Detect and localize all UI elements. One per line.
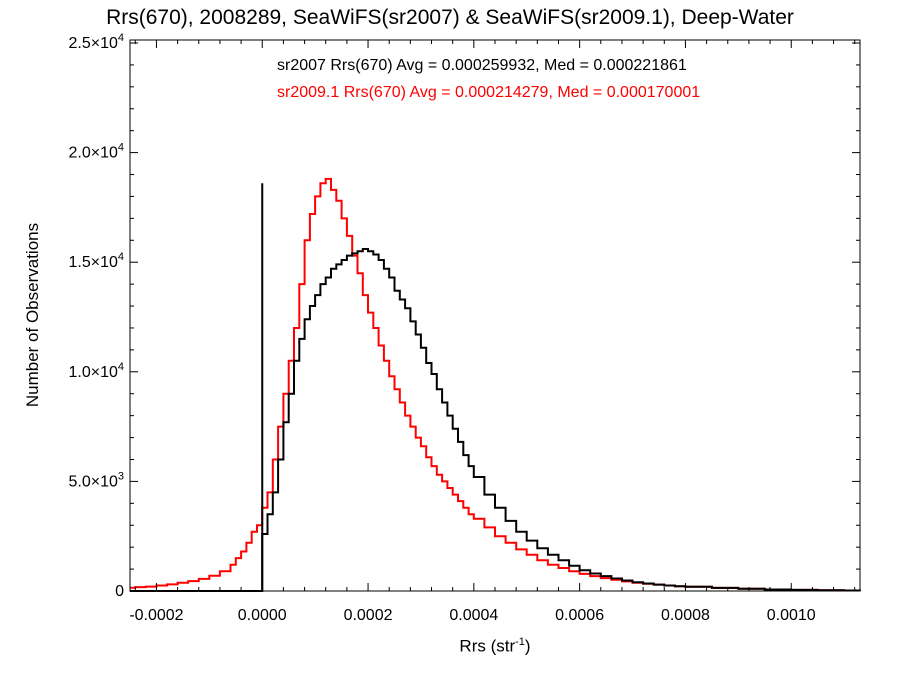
y-tick-label: 1.5×104 bbox=[68, 251, 124, 271]
x-tick-label: 0.0006 bbox=[555, 607, 604, 624]
y-tick-label: 0 bbox=[115, 583, 124, 600]
x-tick-label: 0.0004 bbox=[449, 607, 498, 624]
series-1-step-line bbox=[130, 177, 861, 592]
series-layer bbox=[130, 177, 861, 592]
x-tick-label: 0.0000 bbox=[238, 607, 287, 624]
x-tick-label: 0.0002 bbox=[344, 607, 393, 624]
x-axis-label-text: Rrs (str bbox=[459, 636, 516, 656]
y-ticks: 0 5.0×103 1.0×104 1.5×104 2.0×104 2.5×104 bbox=[68, 32, 860, 600]
y-tick-label: 5.0×103 bbox=[68, 470, 124, 490]
x-tick-label: 0.0008 bbox=[661, 607, 710, 624]
x-axis-label: Rrs (str-1) bbox=[459, 636, 530, 657]
y-tick-label: 2.5×104 bbox=[68, 32, 124, 52]
x-axis-label-tail: ) bbox=[524, 636, 531, 656]
series-0-step-line bbox=[130, 248, 861, 592]
x-ticks: -0.0002 0.0000 0.0002 0.0004 0.0006 0.0008 0.0… bbox=[129, 40, 856, 624]
y-tick-label: 2.0×104 bbox=[68, 142, 124, 162]
x-tick-label: -0.0002 bbox=[129, 607, 183, 624]
y-tick-label: 1.0×104 bbox=[68, 361, 124, 381]
chart-title: Rrs(670), 2008289, SeaWiFS(sr2007) & Sea… bbox=[106, 6, 794, 29]
legend-sr2007: sr2007 Rrs(670) Avg = 0.000259932, Med =… bbox=[277, 57, 687, 74]
x-axis-label-superscript: -1 bbox=[515, 636, 525, 648]
legend-sr2009: sr2009.1 Rrs(670) Avg = 0.000214279, Med… bbox=[277, 84, 700, 101]
x-tick-label: 0.0010 bbox=[767, 607, 816, 624]
